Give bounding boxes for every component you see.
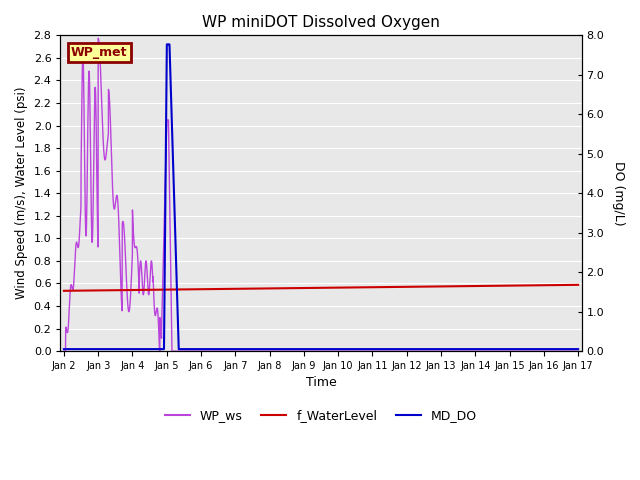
Y-axis label: DO (mg/L): DO (mg/L) bbox=[612, 161, 625, 226]
X-axis label: Time: Time bbox=[306, 376, 337, 389]
Y-axis label: Wind Speed (m/s), Water Level (psi): Wind Speed (m/s), Water Level (psi) bbox=[15, 87, 28, 300]
Text: WP_met: WP_met bbox=[71, 46, 127, 59]
Title: WP miniDOT Dissolved Oxygen: WP miniDOT Dissolved Oxygen bbox=[202, 15, 440, 30]
Legend: WP_ws, f_WaterLevel, MD_DO: WP_ws, f_WaterLevel, MD_DO bbox=[160, 404, 483, 427]
